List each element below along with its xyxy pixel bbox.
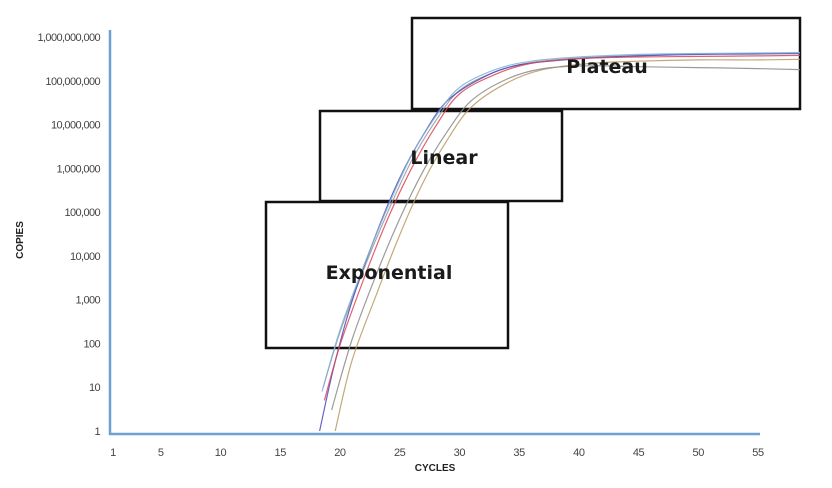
x-tick-label: 40 <box>573 447 585 459</box>
amplification-curves <box>319 52 801 432</box>
amplification-curve-run-lightblue <box>321 52 801 392</box>
exponential-label: Exponential <box>326 262 453 284</box>
y-tick-label: 10 <box>89 382 101 394</box>
x-tick-label: 5 <box>158 447 164 459</box>
amplification-curve-run-gray-1 <box>322 52 801 388</box>
amplification-curve-run-red <box>323 54 801 401</box>
amplification-curve-run-tan <box>334 58 801 432</box>
x-tick-label: 1 <box>110 447 116 459</box>
y-tick-label: 100,000,000 <box>45 76 100 88</box>
x-tick-label: 10 <box>215 447 227 459</box>
linear-label: Linear <box>410 147 478 169</box>
y-tick-label: 1,000 <box>75 295 100 307</box>
x-tick-label: 50 <box>693 447 705 459</box>
y-axis-title: COPIES <box>15 221 26 259</box>
y-tick-label: 10,000,000 <box>51 120 101 132</box>
x-axis-tick-labels: 1 5 10 15 20 25 30 35 40 45 50 55 <box>110 447 764 459</box>
x-tick-label: 15 <box>275 447 287 459</box>
plateau-phase-box <box>410 16 802 111</box>
y-tick-label: 100,000 <box>64 207 100 219</box>
y-tick-label: 1 <box>94 426 100 438</box>
linear-phase-box <box>318 109 564 203</box>
x-tick-label: 45 <box>633 447 645 459</box>
amplification-curve-run-blue <box>319 52 801 432</box>
y-tick-label: 10,000 <box>70 251 101 263</box>
x-tick-label: 25 <box>394 447 406 459</box>
y-tick-label: 100 <box>83 338 100 350</box>
y-axis-tick-labels: 1,000,000,000 100,000,000 10,000,000 1,000,… <box>37 32 101 438</box>
y-tick-label: 1,000,000,000 <box>37 32 100 44</box>
plateau-label: Plateau <box>566 56 648 78</box>
x-tick-label: 30 <box>454 447 466 459</box>
amplification-curve-run-gray-2 <box>331 65 801 411</box>
x-tick-label: 20 <box>334 447 346 459</box>
x-axis-title: CYCLES <box>415 463 456 474</box>
x-tick-label: 55 <box>752 447 764 459</box>
y-tick-label: 1,000,000 <box>56 163 100 175</box>
x-tick-label: 35 <box>513 447 525 459</box>
